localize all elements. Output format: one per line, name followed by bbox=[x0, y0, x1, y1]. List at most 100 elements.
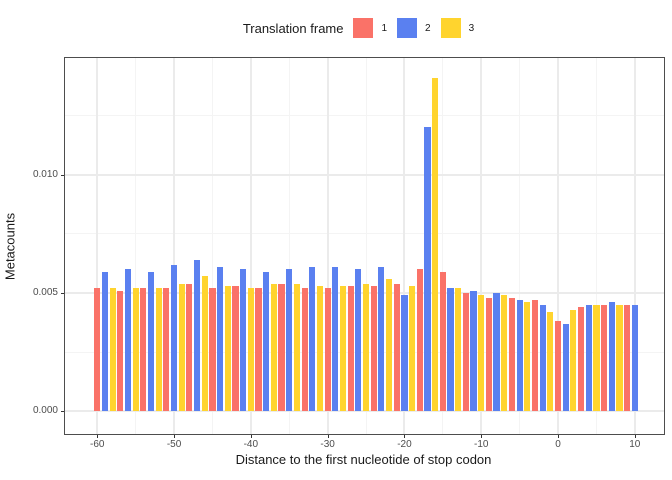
bar-x-33-frame1 bbox=[301, 288, 308, 412]
bar-x-28-frame3 bbox=[339, 285, 347, 412]
bar-x-55-frame3 bbox=[132, 288, 139, 412]
bar-x-29-frame2 bbox=[332, 266, 339, 412]
bar-x-13-frame3 bbox=[455, 288, 462, 412]
x-tick-label: -50 bbox=[166, 439, 182, 450]
gridline-minor-v bbox=[135, 58, 137, 434]
legend-item-frame-1: 1 bbox=[353, 18, 387, 38]
bar-x-52-frame3 bbox=[155, 288, 162, 412]
bar-x-26-frame2 bbox=[355, 269, 362, 412]
gridline-minor-h bbox=[65, 115, 664, 116]
bar-x-17-frame2 bbox=[424, 127, 431, 412]
bar-x10-frame2 bbox=[631, 304, 638, 412]
x-tick-mark bbox=[558, 435, 560, 438]
x-tick-label: -10 bbox=[473, 439, 489, 450]
bar-x-20-frame2 bbox=[401, 295, 408, 412]
legend-item-label: 2 bbox=[425, 22, 431, 34]
gridline-major-v bbox=[96, 58, 99, 434]
bar-x-25-frame3 bbox=[362, 283, 370, 412]
legend-item-frame-3: 3 bbox=[440, 18, 474, 38]
bar-x3-frame1 bbox=[577, 307, 585, 412]
y-tick-label: 0.000 bbox=[32, 405, 58, 417]
bar-x-2-frame2 bbox=[539, 304, 546, 412]
bar-x0-frame1 bbox=[554, 321, 562, 412]
bar-x-3-frame1 bbox=[531, 300, 539, 412]
bar-x-53-frame2 bbox=[147, 271, 155, 412]
bar-x-44-frame2 bbox=[217, 266, 224, 412]
y-tick-mark bbox=[61, 411, 64, 413]
legend-item-frame-2: 2 bbox=[397, 18, 431, 38]
bar-x-15-frame1 bbox=[439, 271, 446, 412]
x-tick-mark bbox=[97, 435, 99, 438]
bar-x-8-frame2 bbox=[493, 292, 500, 412]
bar-x-34-frame3 bbox=[293, 283, 300, 412]
x-tick-mark bbox=[174, 435, 176, 438]
bar-x-54-frame1 bbox=[140, 288, 147, 412]
y-tick-mark bbox=[61, 174, 64, 176]
x-tick-label: 0 bbox=[555, 439, 561, 450]
x-tick-mark bbox=[404, 435, 406, 438]
gridline-major-v bbox=[249, 58, 252, 434]
bar-x-19-frame3 bbox=[409, 285, 416, 412]
gridline-major-v bbox=[557, 58, 560, 434]
legend-title: Translation frame bbox=[242, 20, 344, 36]
x-tick-label: 10 bbox=[629, 439, 641, 450]
bar-x-40-frame3 bbox=[247, 288, 254, 412]
bar-x-43-frame3 bbox=[224, 285, 231, 412]
bar-x-37-frame3 bbox=[270, 283, 277, 412]
bar-x-4-frame3 bbox=[524, 302, 531, 412]
y-tick-label: 0.010 bbox=[32, 168, 58, 180]
bar-x-56-frame2 bbox=[124, 269, 132, 412]
bar-x-9-frame1 bbox=[485, 297, 492, 412]
x-tick-mark bbox=[327, 435, 329, 438]
bar-x-10-frame3 bbox=[478, 295, 485, 412]
gridline-minor-v bbox=[211, 58, 213, 434]
bar-x5-frame3 bbox=[593, 304, 600, 412]
gridline-minor-v bbox=[365, 58, 367, 434]
legend-key-swatch bbox=[353, 18, 374, 38]
bar-x-39-frame1 bbox=[255, 288, 262, 412]
y-axis-title: Metacounts bbox=[2, 212, 18, 281]
legend: Translation frame 1 2 3 bbox=[64, 8, 663, 48]
bar-x-45-frame1 bbox=[209, 288, 216, 412]
x-tick-label: -20 bbox=[397, 439, 412, 450]
gridline-major-h bbox=[65, 410, 664, 413]
legend-items: 1 2 3 bbox=[353, 18, 484, 38]
plot-panel bbox=[64, 57, 665, 435]
gridline-major-v bbox=[326, 58, 329, 434]
bar-x6-frame1 bbox=[601, 304, 608, 412]
bar-x2-frame3 bbox=[570, 309, 577, 412]
bar-x-57-frame1 bbox=[117, 290, 124, 412]
bar-x1-frame2 bbox=[562, 323, 569, 412]
y-tick-mark bbox=[61, 292, 64, 294]
bar-x-50-frame2 bbox=[170, 264, 178, 412]
bar-x-32-frame2 bbox=[309, 266, 316, 412]
bar-x-18-frame1 bbox=[416, 269, 423, 412]
bar-x-12-frame1 bbox=[462, 292, 469, 412]
bar-x-42-frame1 bbox=[232, 285, 239, 412]
bar-x7-frame2 bbox=[608, 302, 615, 412]
bar-x-47-frame2 bbox=[193, 259, 201, 412]
gridline-minor-v bbox=[288, 58, 290, 434]
bar-x-1-frame3 bbox=[547, 311, 554, 412]
bar-x-22-frame3 bbox=[385, 278, 393, 412]
legend-key-swatch bbox=[440, 18, 461, 38]
bar-x-5-frame2 bbox=[516, 300, 523, 412]
legend-key-swatch bbox=[397, 18, 418, 38]
bar-x-60-frame1 bbox=[94, 288, 101, 412]
bar-x-58-frame3 bbox=[109, 288, 116, 412]
bar-x-24-frame1 bbox=[370, 285, 377, 412]
bar-x-6-frame1 bbox=[508, 297, 516, 412]
gridline-major-v bbox=[633, 58, 636, 434]
gridline-minor-v bbox=[595, 58, 597, 434]
gridline-major-v bbox=[173, 58, 176, 434]
x-tick-label: -60 bbox=[90, 439, 105, 450]
gridline-minor-v bbox=[519, 58, 521, 434]
legend-item-label: 1 bbox=[381, 22, 388, 34]
x-tick-label: -40 bbox=[243, 439, 259, 450]
bar-x-30-frame1 bbox=[324, 288, 331, 412]
bar-x4-frame2 bbox=[585, 304, 592, 412]
bar-x-51-frame1 bbox=[163, 288, 170, 412]
x-axis-title: Distance to the first nucleotide of stop… bbox=[235, 452, 492, 467]
bar-x-31-frame3 bbox=[316, 285, 324, 412]
